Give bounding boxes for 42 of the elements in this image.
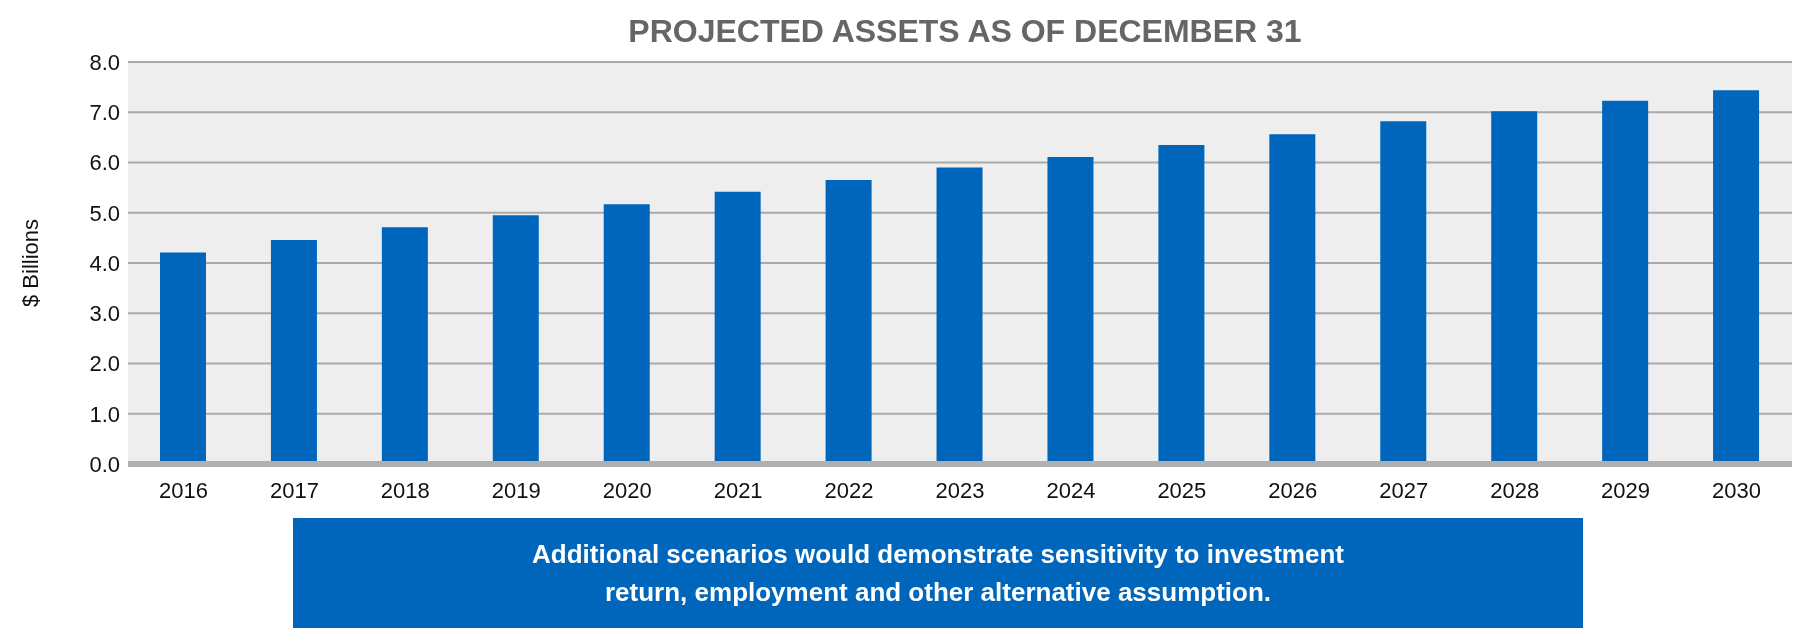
bar (1158, 144, 1205, 464)
bar (603, 204, 650, 464)
y-tick-label: 7.0 (89, 100, 120, 126)
x-tick-label: 2021 (713, 477, 763, 503)
x-tick-label: 2017 (269, 477, 319, 503)
bar (160, 252, 206, 464)
bar (1602, 100, 1649, 464)
x-tick-label: 2023 (935, 477, 985, 503)
y-tick-label: 0.0 (89, 451, 120, 477)
x-tick-label: 2028 (1490, 477, 1540, 503)
bar (270, 239, 317, 464)
x-tick-label: 2029 (1601, 477, 1651, 503)
x-tick-label: 2026 (1268, 477, 1318, 503)
x-tick-label: 2019 (491, 477, 541, 503)
bar (1269, 134, 1316, 464)
x-tick-label: 2020 (602, 477, 652, 503)
y-tick-label: 6.0 (89, 150, 120, 176)
x-tick-label: 2025 (1157, 477, 1207, 503)
bar (1047, 156, 1094, 464)
y-tick-label: 1.0 (89, 401, 120, 427)
y-tick-label: 5.0 (89, 200, 120, 226)
bar (936, 167, 983, 464)
bar (381, 227, 428, 464)
chart-title: PROJECTED ASSETS AS OF DECEMBER 31 (627, 12, 1303, 51)
bar (1491, 111, 1538, 464)
y-tick-label: 3.0 (89, 301, 120, 327)
x-tick-label: 2030 (1712, 477, 1762, 503)
y-tick-label: 8.0 (89, 49, 120, 75)
y-axis-title: $ Billions (17, 218, 43, 308)
bar (1713, 90, 1760, 464)
bar (714, 191, 761, 464)
y-tick-label: 4.0 (89, 250, 120, 276)
x-tick-label: 2016 (158, 477, 208, 503)
text: Additional scenarios would demonstrate sensitivity to investment return, employment and other alternative assumption. (531, 538, 1345, 609)
x-tick-label: 2018 (380, 477, 430, 503)
bar (1380, 121, 1427, 464)
y-tick-label: 2.0 (89, 351, 120, 377)
x-tick-label: 2024 (1046, 477, 1096, 503)
x-tick-label: 2022 (824, 477, 874, 503)
bar (825, 180, 872, 464)
bar (492, 215, 539, 464)
x-tick-label: 2027 (1379, 477, 1429, 503)
